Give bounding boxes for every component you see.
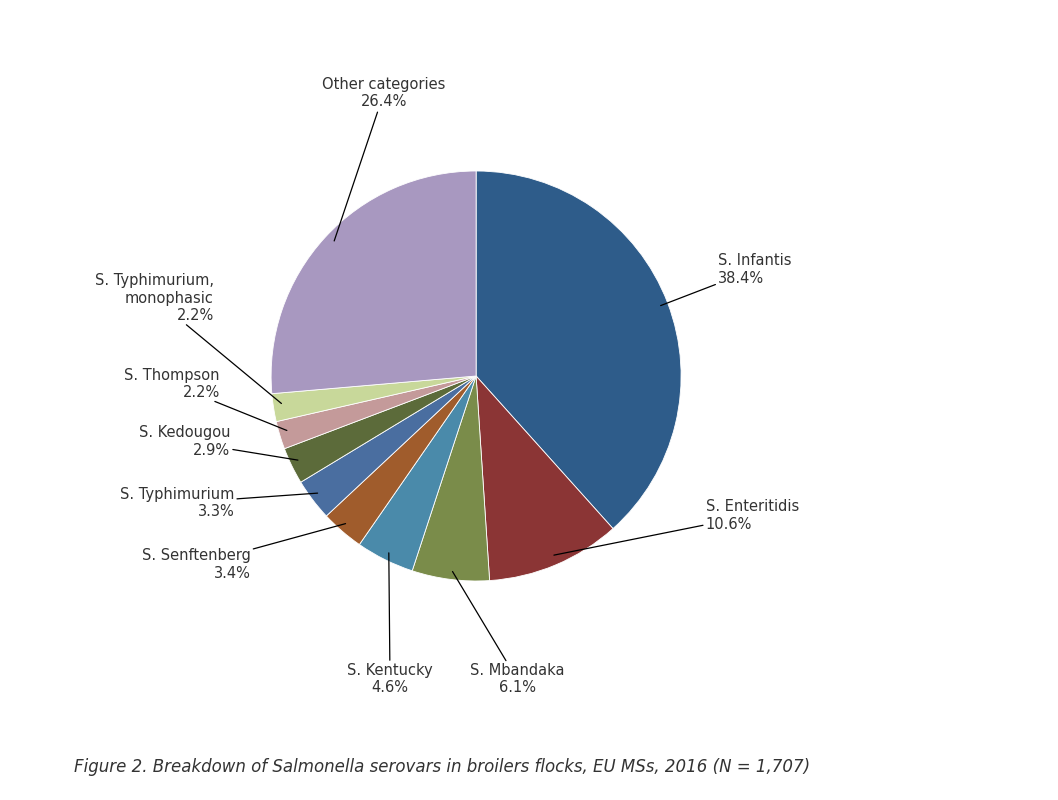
Wedge shape — [476, 171, 681, 529]
Text: S. Typhimurium,
monophasic
2.2%: S. Typhimurium, monophasic 2.2% — [95, 274, 281, 403]
Wedge shape — [413, 376, 490, 581]
Text: Other categories
26.4%: Other categories 26.4% — [323, 77, 445, 241]
Text: S. Kedougou
2.9%: S. Kedougou 2.9% — [139, 426, 298, 460]
Text: S. Senftenberg
3.4%: S. Senftenberg 3.4% — [142, 524, 346, 581]
Wedge shape — [300, 376, 476, 516]
Wedge shape — [285, 376, 476, 482]
Text: S. Typhimurium
3.3%: S. Typhimurium 3.3% — [120, 487, 317, 519]
Text: Figure 2. Breakdown of Salmonella serovars in broilers flocks, EU MSs, 2016 (N =: Figure 2. Breakdown of Salmonella serova… — [74, 758, 810, 776]
Wedge shape — [271, 171, 476, 394]
Wedge shape — [360, 376, 476, 570]
Wedge shape — [476, 376, 613, 581]
Wedge shape — [326, 376, 476, 545]
Text: S. Kentucky
4.6%: S. Kentucky 4.6% — [347, 553, 433, 695]
Wedge shape — [272, 376, 476, 422]
Text: S. Enteritidis
10.6%: S. Enteritidis 10.6% — [554, 499, 799, 555]
Wedge shape — [276, 376, 476, 449]
Text: S. Infantis
38.4%: S. Infantis 38.4% — [660, 253, 791, 306]
Text: S. Thompson
2.2%: S. Thompson 2.2% — [125, 368, 287, 430]
Text: S. Mbandaka
6.1%: S. Mbandaka 6.1% — [453, 571, 564, 695]
